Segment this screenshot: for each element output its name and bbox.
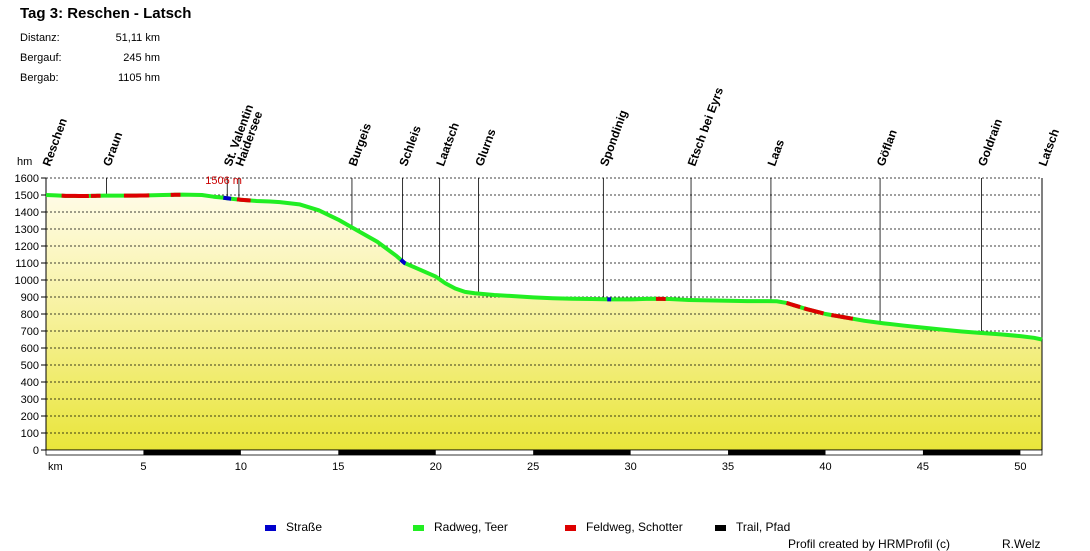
x-tick-label: 45 [917, 461, 929, 473]
x-axis-bar [338, 450, 435, 455]
x-axis-label: km [48, 461, 63, 473]
legend-label: Feldweg, Schotter [586, 520, 683, 534]
x-tick-label: 50 [1014, 461, 1026, 473]
place-label: Burgeis [346, 121, 375, 168]
y-tick-label: 1200 [15, 241, 39, 253]
legend-label: Trail, Pfad [736, 520, 790, 534]
y-tick-label: 400 [21, 377, 39, 389]
y-tick-label: 1400 [15, 207, 39, 219]
place-label: Latsch [1036, 127, 1062, 168]
x-tick-label: 25 [527, 461, 539, 473]
y-axis-label: hm [17, 156, 32, 168]
surface-segment [223, 198, 231, 199]
place-label: Graun [100, 130, 125, 168]
x-tick-label: 40 [819, 461, 831, 473]
elevation-profile-chart: 0 100 200 300 400 500 600 700 800 900 1000 1100 1200… [0, 0, 1090, 515]
x-axis-bar [728, 450, 825, 455]
place-label: Spondinig [597, 108, 630, 168]
y-tick-label: 1000 [15, 275, 39, 287]
legend-swatch [413, 525, 424, 531]
legend-swatch [265, 525, 276, 531]
x-axis-bar [143, 450, 240, 455]
y-tick-label: 1300 [15, 224, 39, 236]
x-axis-bar [533, 450, 630, 455]
x-tick-label: 15 [332, 461, 344, 473]
surface-segment [237, 199, 251, 200]
y-tick-label: 200 [21, 411, 39, 423]
x-tick-label: 35 [722, 461, 734, 473]
x-tick-label: 10 [235, 461, 247, 473]
max-elevation-label: 1506 m [205, 175, 242, 187]
x-tick-label: 30 [624, 461, 636, 473]
x-tick-label: 20 [430, 461, 442, 473]
y-tick-label: 500 [21, 360, 39, 372]
y-tick-label: 0 [33, 445, 39, 457]
x-tick-label: 5 [140, 461, 146, 473]
place-label: Göflan [874, 128, 900, 168]
place-label: Schleis [396, 123, 424, 168]
y-tick-label: 1600 [15, 173, 39, 185]
y-tick-label: 700 [21, 326, 39, 338]
y-tick-label: 600 [21, 343, 39, 355]
legend-swatch [565, 525, 576, 531]
surface-segment [401, 260, 406, 264]
y-tick-label: 300 [21, 394, 39, 406]
legend-item-radweg: Radweg, Teer [413, 520, 508, 534]
place-label: Laas [765, 137, 788, 168]
y-tick-label: 100 [21, 428, 39, 440]
author-text: R.Welz [1002, 537, 1040, 551]
y-tick-label: 1500 [15, 190, 39, 202]
credit-text: Profil created by HRMProfil (c) [788, 537, 950, 551]
legend-label: Straße [286, 520, 322, 534]
place-label: Goldrain [975, 117, 1005, 168]
place-label: Glurns [472, 127, 498, 168]
y-tick-label: 900 [21, 292, 39, 304]
place-label: Reschen [40, 116, 70, 168]
legend-swatch [715, 525, 726, 531]
y-tick-label: 800 [21, 309, 39, 321]
y-tick-label: 1100 [15, 258, 39, 270]
legend-item-feldweg: Feldweg, Schotter [565, 520, 683, 534]
place-label: Etsch bei Eyrs [685, 85, 727, 168]
legend-label: Radweg, Teer [434, 520, 508, 534]
legend-item-strasse: Straße [265, 520, 322, 534]
place-label: Laatsch [433, 121, 462, 168]
x-axis-bar [923, 450, 1020, 455]
legend-item-trail: Trail, Pfad [715, 520, 790, 534]
